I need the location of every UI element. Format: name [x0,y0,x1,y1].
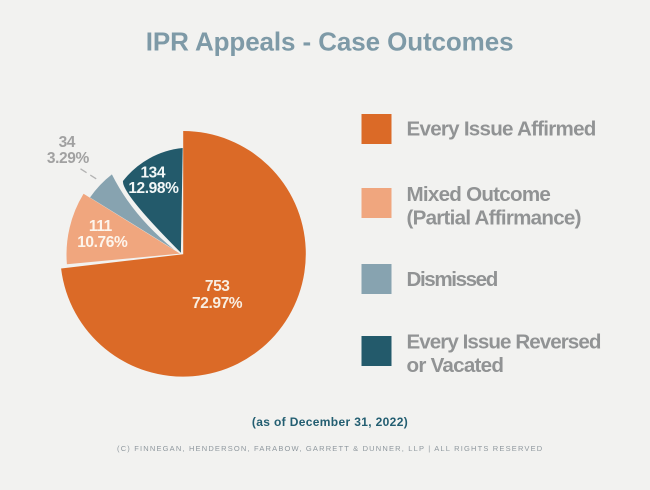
svg-text:10.76%: 10.76% [77,234,128,251]
svg-text:IPR Appeals - Case Outcomes: IPR Appeals - Case Outcomes [146,27,514,57]
svg-text:72.97%: 72.97% [192,295,243,312]
svg-text:(Partial Affirmance): (Partial Affirmance) [407,206,581,229]
svg-text:3.29%: 3.29% [47,150,90,167]
svg-text:(as of December 31, 2022): (as of December 31, 2022) [252,415,408,429]
svg-text:or Vacated: or Vacated [407,354,504,377]
svg-text:12.98%: 12.98% [128,180,179,197]
svg-text:753: 753 [205,278,230,295]
svg-text:111: 111 [89,218,113,235]
svg-text:Dismissed: Dismissed [407,268,498,291]
svg-text:(C) FINNEGAN, HENDERSON, FARAB: (C) FINNEGAN, HENDERSON, FARABOW, GARRET… [117,444,543,453]
svg-text:134: 134 [140,165,165,182]
svg-text:Every Issue Affirmed: Every Issue Affirmed [407,118,596,141]
svg-text:Every Issue Reversed: Every Issue Reversed [407,330,601,353]
svg-text:Mixed Outcome: Mixed Outcome [407,183,551,206]
svg-text:34: 34 [59,134,76,151]
